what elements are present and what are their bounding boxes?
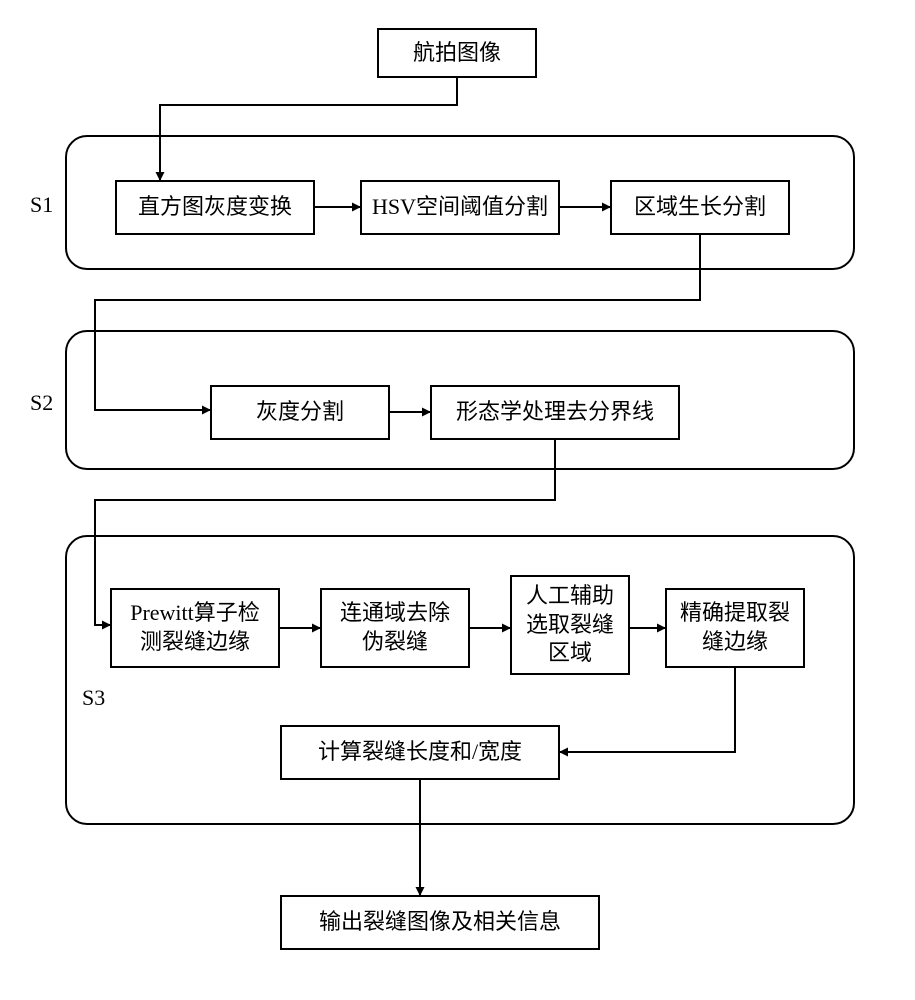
- node-s2b-label: 形态学处理去分界线: [456, 398, 654, 427]
- node-s3b-label: 连通域去除伪裂缝: [340, 599, 450, 656]
- node-s3e: 计算裂缝长度和/宽度: [280, 725, 560, 780]
- node-s1b-label: HSV空间阈值分割: [372, 193, 548, 222]
- node-output-label: 输出裂缝图像及相关信息: [319, 908, 561, 937]
- group-s2-label: S2: [28, 390, 55, 416]
- group-s3: [65, 535, 855, 825]
- group-s3-label: S3: [80, 685, 107, 711]
- node-s1c: 区域生长分割: [610, 180, 790, 235]
- node-s2a-label: 灰度分割: [256, 398, 344, 427]
- group-s1-label: S1: [28, 192, 55, 218]
- node-s2a: 灰度分割: [210, 385, 390, 440]
- node-s3b: 连通域去除伪裂缝: [320, 588, 470, 668]
- node-s3a: Prewitt算子检测裂缝边缘: [110, 588, 280, 668]
- node-s2b: 形态学处理去分界线: [430, 385, 680, 440]
- node-output: 输出裂缝图像及相关信息: [280, 895, 600, 950]
- node-s3c-label: 人工辅助选取裂缝区域: [526, 582, 614, 668]
- node-s1a: 直方图灰度变换: [115, 180, 315, 235]
- node-s3c: 人工辅助选取裂缝区域: [510, 575, 630, 675]
- node-s1c-label: 区域生长分割: [634, 193, 766, 222]
- node-s3d-label: 精确提取裂缝边缘: [680, 599, 790, 656]
- node-input-label: 航拍图像: [413, 39, 501, 68]
- node-s1b: HSV空间阈值分割: [360, 180, 560, 235]
- node-s3e-label: 计算裂缝长度和/宽度: [318, 738, 522, 767]
- node-input: 航拍图像: [377, 28, 537, 78]
- node-s3a-label: Prewitt算子检测裂缝边缘: [130, 599, 260, 656]
- node-s1a-label: 直方图灰度变换: [138, 193, 292, 222]
- node-s3d: 精确提取裂缝边缘: [665, 588, 805, 668]
